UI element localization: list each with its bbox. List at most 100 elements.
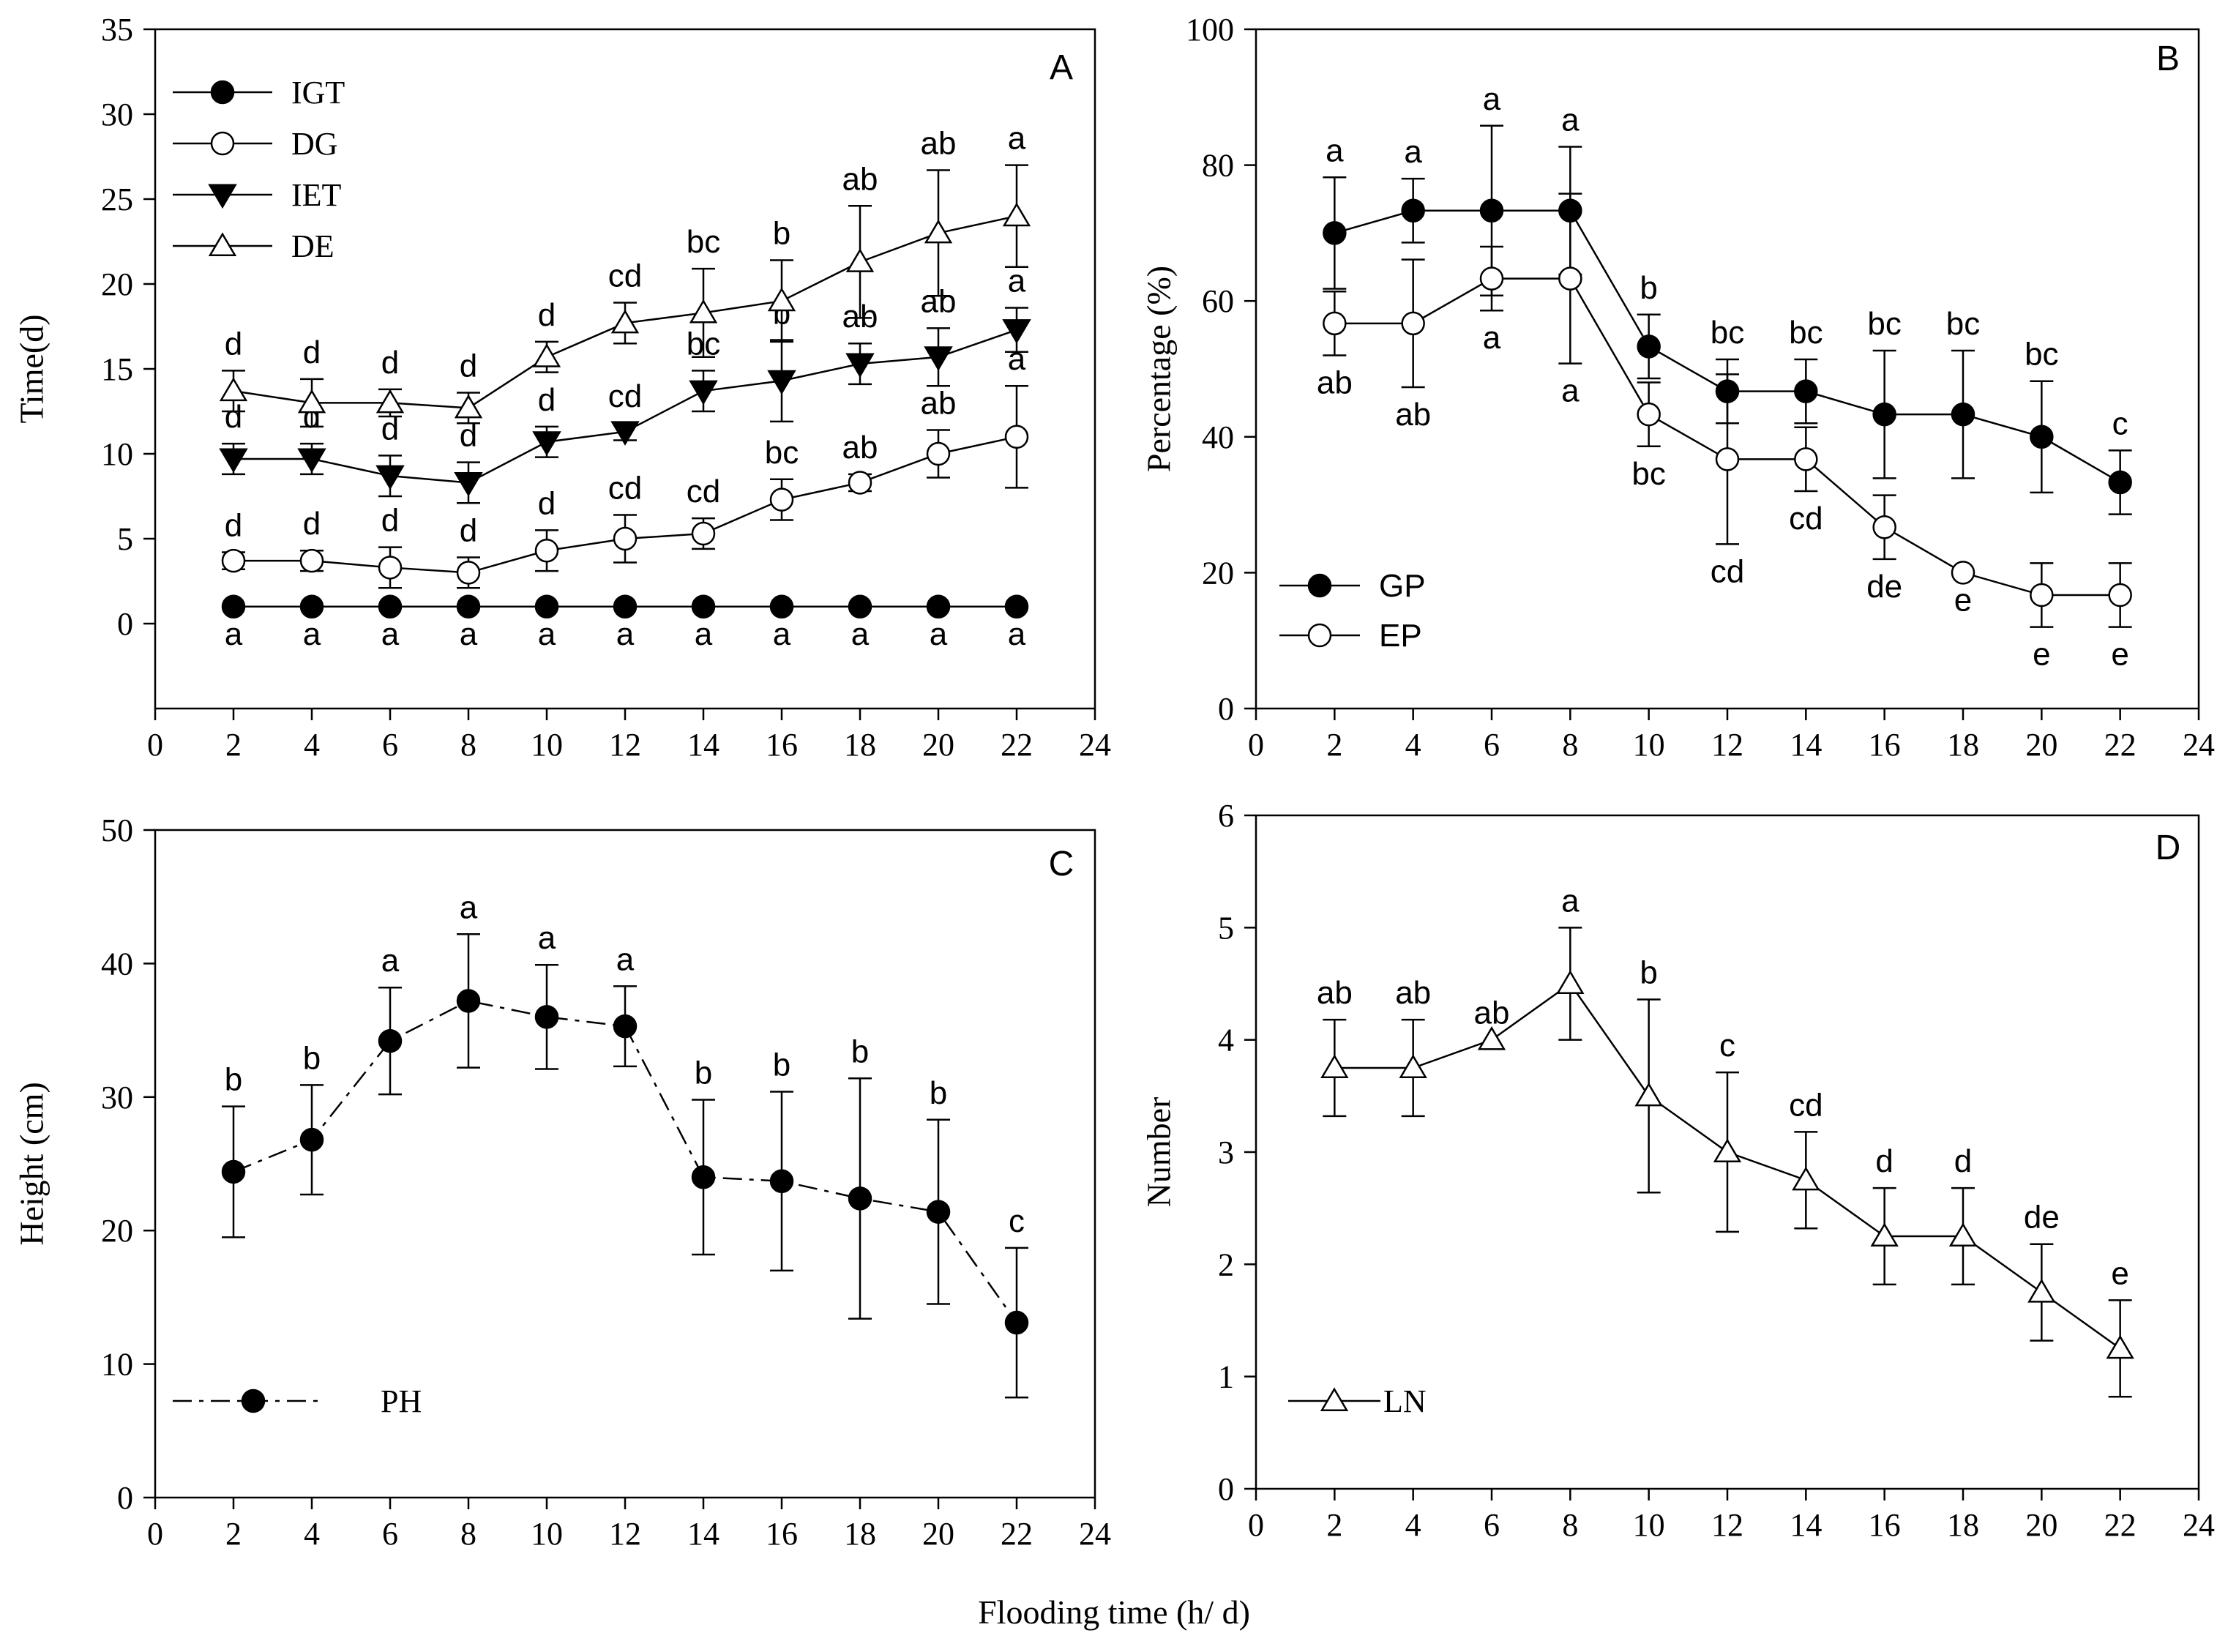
panel-d-x-tick-label: 22 (2104, 1507, 2137, 1543)
panel-b-gp-significance-letter: b (1640, 270, 1657, 306)
panel-c-ph-point (769, 1169, 794, 1193)
panel-b-x-tick-label: 24 (2183, 727, 2215, 763)
panel-b-y-tick-label: 40 (1202, 419, 1234, 455)
panel-b-ep-point (1715, 447, 1740, 471)
panel-a-de-significance-letter: bc (687, 224, 720, 260)
panel-a-igt-point (378, 594, 403, 619)
panel-d-ln-significance-letter: b (1640, 954, 1657, 990)
panel-b-ep-point (2030, 583, 2054, 608)
panel-c-ph-significance-letter: c (1009, 1203, 1025, 1239)
panel-c-x-tick-label: 20 (922, 1516, 954, 1552)
panel-b-ep-significance-letter: cd (1789, 501, 1823, 537)
panel-c-y-tick-label: 50 (101, 812, 133, 848)
panel-a-x-tick-label: 16 (766, 727, 798, 763)
panel-c-ph-significance-letter: a (381, 943, 400, 979)
panel-b-x-tick-label: 10 (1633, 727, 1665, 763)
panel-a-iet-point (1002, 319, 1031, 344)
panel-c-ph-significance-letter: b (773, 1047, 790, 1083)
panel-b-x-tick-label: 14 (1790, 727, 1822, 763)
panel-a-x-tick-label: 24 (1079, 727, 1111, 763)
panel-a-legend-label-dg: DG (291, 126, 338, 162)
panel-a-igt-significance-letter: a (695, 616, 713, 652)
panel-a-igt-point (691, 594, 716, 619)
panel-c-ph-point (378, 1028, 403, 1053)
panel-c-plot-frame (154, 829, 1096, 1499)
panel-b-ep-significance-letter: cd (1711, 553, 1744, 589)
panel-a-de-point (767, 287, 796, 312)
panel-b-legend-marker-ep (1307, 623, 1332, 648)
panel-b-legend-label-gp: GP (1379, 568, 1426, 604)
panel-d-y-tick-label: 6 (1218, 798, 1234, 834)
panel-a-legend-label-iet: IET (291, 177, 342, 213)
panel-d-y-tick-label: 4 (1218, 1023, 1234, 1058)
panel-a-x-tick-label: 10 (531, 727, 563, 763)
panel-c-x-tick-label: 4 (304, 1516, 320, 1552)
panel-d-ln-point (2027, 1279, 2056, 1303)
panel-d-ln-point (1320, 1054, 1349, 1078)
panel-a-dg-significance-letter: d (225, 508, 242, 544)
panel-a-y-axis-title: Time(d) (13, 314, 51, 423)
panel-a-iet-point (532, 431, 561, 456)
panel-a-x-tick-label: 14 (687, 727, 719, 763)
panel-a-y-tick-label: 5 (117, 521, 133, 557)
panel-d-label: D (2156, 829, 2181, 867)
panel-d-ln-point (1477, 1026, 1506, 1050)
panel-a-iet-point (219, 448, 248, 474)
panel-b-x-tick-label: 8 (1562, 727, 1578, 763)
panel-c-y-tick-label: 10 (101, 1347, 133, 1383)
panel-c-ph-significance-letter: b (851, 1034, 869, 1069)
panel-a-y-tick-label: 15 (101, 351, 133, 387)
panel-a-de-point (689, 299, 718, 324)
panel-b-ep-significance-letter: bc (1631, 456, 1665, 492)
panel-c-ph-point (221, 1159, 246, 1184)
panel-c-x-tick-label: 8 (460, 1516, 476, 1552)
panel-c-x-tick-label: 10 (531, 1516, 563, 1552)
panel-a-label: A (1050, 48, 1073, 87)
panel-c-y-tick-label: 20 (101, 1213, 133, 1249)
panel-a-x-tick-label: 20 (922, 727, 954, 763)
panel-a-y-tick-label: 20 (101, 266, 133, 302)
panel-a-igt-point (221, 594, 246, 619)
panel-d-x-tick-label: 20 (2025, 1507, 2057, 1543)
panel-a-dg-significance-letter: d (460, 513, 477, 549)
panel-a-iet-point (689, 380, 718, 405)
panel-c-y-axis-title: Height (cm) (13, 1082, 51, 1246)
panel-a-igt-point (1004, 594, 1029, 619)
panel-a: 0 2 4 6 8 10 12 14 16 18 20 22 2405101520253035Time(… (13, 12, 1111, 763)
panel-c-ph-point (299, 1127, 324, 1152)
panel-b-gp-point (1637, 334, 1661, 359)
panel-c-x-tick-label: 18 (844, 1516, 876, 1552)
panel-b-gp-significance-letter: a (1326, 132, 1344, 168)
panel-b-gp-significance-letter: a (1483, 81, 1501, 117)
panel-a-de-point (610, 309, 640, 334)
panel-a-de-significance-letter: d (381, 345, 399, 381)
panel-c-x-tick-label: 12 (609, 1516, 641, 1552)
panel-d-ln-significance-letter: d (1954, 1143, 1972, 1179)
panel-a-legend-marker-iet (208, 184, 237, 209)
panel-b-gp-point (1401, 198, 1425, 223)
panel-b-gp-significance-letter: bc (1711, 315, 1744, 351)
panel-d-ln-point (1948, 1222, 1978, 1247)
panel-b-legend-label-ep: EP (1379, 618, 1422, 654)
panel-a-legend-marker-dg (210, 131, 235, 156)
panel-b-gp-point (1872, 402, 1896, 427)
panel-a-x-tick-label: 22 (1001, 727, 1033, 763)
panel-a-de-significance-letter: d (303, 334, 321, 370)
panel-a-dg-point (926, 441, 951, 466)
panel-d-x-tick-label: 0 (1248, 1507, 1264, 1543)
panel-d-x-tick-label: 10 (1633, 1507, 1665, 1543)
panel-d-ln-significance-letter: ab (1395, 975, 1431, 1011)
panel-a-iet-point (924, 346, 953, 371)
panel-a-iet-significance-letter: cd (608, 378, 642, 414)
panel-c-y-tick-label: 30 (101, 1080, 133, 1115)
panel-d-legend-marker-ln (1320, 1387, 1349, 1411)
panel-b-ep-point (1323, 311, 1347, 336)
panel-d-x-tick-label: 16 (1869, 1507, 1901, 1543)
panel-c-x-tick-label: 6 (382, 1516, 398, 1552)
panel-b-label: B (2156, 40, 2180, 78)
panel-d-x-tick-label: 12 (1711, 1507, 1743, 1543)
panel-b-x-tick-label: 16 (1869, 727, 1901, 763)
panel-b-gp-significance-letter: a (1561, 102, 1580, 138)
